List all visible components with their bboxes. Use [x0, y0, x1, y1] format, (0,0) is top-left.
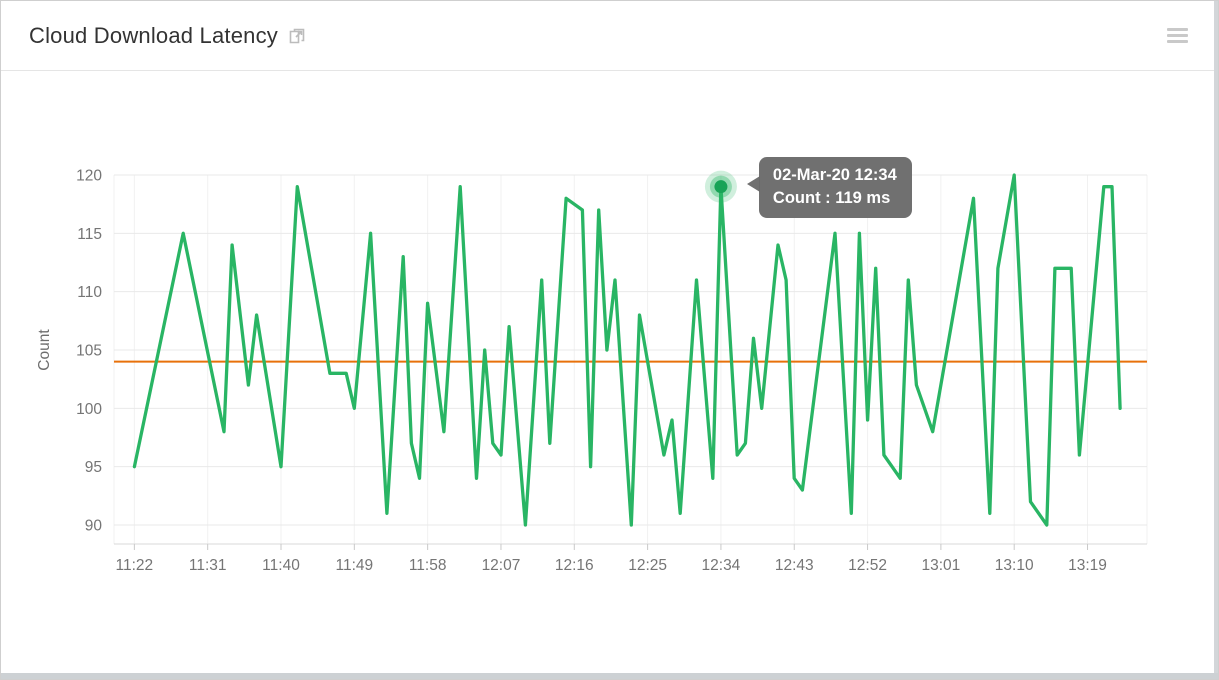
x-tick-label: 11:22 — [116, 557, 154, 574]
widget-title: Cloud Download Latency — [29, 22, 278, 48]
x-tick-label: 12:43 — [775, 557, 814, 574]
highlight-marker[interactable] — [704, 170, 737, 203]
x-axis-labels: 11:22 11:31 11:40 11:49 11:58 12:07 12:16 12:25… — [116, 557, 1107, 574]
window-edge-right — [1214, 1, 1218, 679]
x-tick-label: 13:10 — [995, 557, 1034, 574]
hamburger-menu-icon[interactable] — [1163, 24, 1192, 47]
open-in-new-icon[interactable] — [288, 27, 306, 45]
y-tick-label: 110 — [77, 284, 102, 301]
y-tick-label: 100 — [76, 401, 102, 418]
x-tick-label: 11:40 — [262, 557, 300, 574]
x-axis — [114, 543, 1147, 550]
y-axis-labels: 90 95 100 105 110 115 120 — [76, 168, 102, 535]
latency-line-chart[interactable]: 11:22 11:31 11:40 11:49 11:58 12:07 12:16 12:25… — [1, 71, 1219, 631]
widget-header: Cloud Download Latency — [1, 1, 1218, 71]
y-tick-label: 105 — [76, 343, 102, 360]
x-tick-label: 12:07 — [482, 557, 521, 574]
x-tick-label: 12:25 — [628, 557, 667, 574]
x-tick-label: 12:34 — [702, 557, 741, 574]
y-tick-label: 90 — [85, 518, 103, 535]
y-tick-label: 115 — [77, 226, 102, 243]
y-tick-label: 95 — [85, 459, 102, 476]
x-tick-label: 13:01 — [921, 557, 960, 574]
x-tick-label: 11:58 — [409, 557, 447, 574]
x-tick-label: 12:52 — [848, 557, 887, 574]
y-tick-label: 120 — [76, 168, 102, 185]
window-edge-bottom — [1, 673, 1218, 679]
series-line[interactable] — [132, 173, 1122, 527]
x-tick-label: 13:19 — [1068, 557, 1107, 574]
x-tick-label: 11:49 — [336, 557, 374, 574]
x-tick-label: 12:16 — [555, 557, 594, 574]
x-tick-label: 11:31 — [189, 557, 227, 574]
chart-area: 11:22 11:31 11:40 11:49 11:58 12:07 12:16 12:25… — [1, 71, 1219, 651]
y-axis-title: Count — [36, 329, 53, 371]
